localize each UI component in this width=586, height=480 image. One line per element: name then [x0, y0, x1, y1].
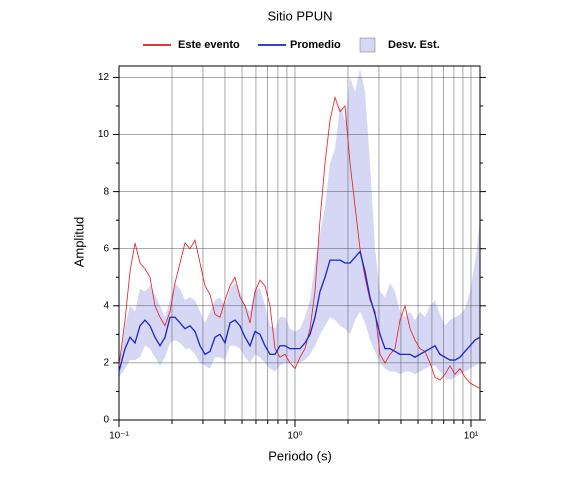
x-tick-label: 10⁰	[287, 431, 302, 442]
x-tick-label: 10¹	[464, 431, 479, 442]
std-band	[119, 68, 480, 381]
y-tick-label: 8	[103, 186, 109, 197]
legend-swatch	[359, 37, 376, 53]
series-line	[118, 95, 481, 389]
chart-title: Sitio PPUN	[267, 8, 332, 23]
legend-label: Desv. Est.	[388, 39, 440, 51]
y-tick-label: 6	[103, 243, 109, 254]
y-axis-label: Amplitud	[71, 217, 86, 268]
y-tick-label: 0	[103, 415, 109, 426]
x-tick-label: 10⁻¹	[109, 431, 129, 442]
x-axis-label: Periodo (s)	[268, 448, 332, 463]
series-line	[118, 250, 481, 372]
y-tick-label: 10	[98, 129, 110, 140]
y-tick-label: 4	[103, 300, 109, 311]
plot-frame	[118, 65, 481, 421]
legend-label: Este evento	[178, 39, 240, 51]
y-tick-label: 2	[103, 358, 109, 369]
legend-label: Promedio	[290, 39, 341, 51]
y-tick-label: 12	[98, 72, 110, 83]
